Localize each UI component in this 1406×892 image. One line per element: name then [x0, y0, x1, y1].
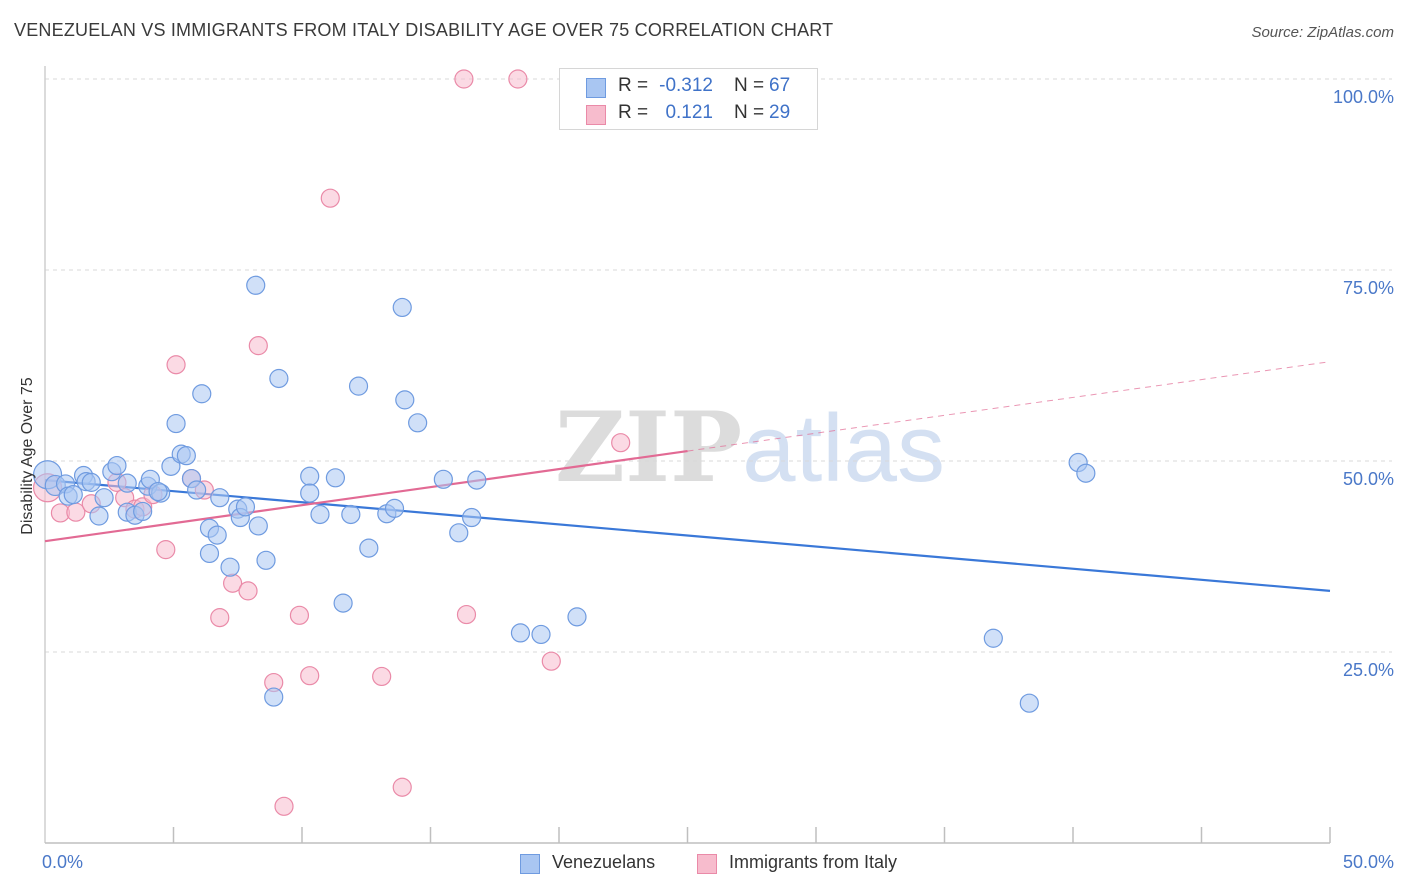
data-point	[210, 488, 230, 508]
y-axis-label: Disability Age Over 75	[19, 377, 36, 535]
data-point	[508, 69, 528, 89]
data-point	[246, 275, 266, 295]
data-point	[395, 390, 415, 410]
data-point	[248, 336, 268, 356]
n-label: N =	[734, 102, 765, 123]
data-point	[611, 433, 631, 453]
data-point	[300, 666, 320, 686]
points-italy	[32, 69, 631, 816]
points-venezuelans	[32, 275, 1096, 713]
y-tick-label: 50.0%	[1342, 469, 1394, 489]
r-value: -0.312	[659, 75, 713, 96]
watermark: ZIPatlas	[555, 400, 945, 497]
data-point	[107, 455, 127, 476]
r-label: R =	[618, 75, 649, 96]
data-point	[176, 446, 196, 466]
y-tick-label: 25.0%	[1342, 660, 1394, 680]
data-point	[325, 468, 346, 488]
watermark-atlas: atlas	[742, 395, 945, 502]
n-value: 29	[769, 102, 791, 123]
data-point	[269, 368, 289, 389]
data-point	[433, 469, 453, 489]
correlation-stats-box: R = -0.312 N = 67 R = 0.121 N = 29	[559, 68, 818, 130]
stats-row-italy: R = 0.121 N = 29	[560, 102, 817, 130]
trend-lines	[44, 361, 1331, 592]
chart-title: VENEZUELAN VS IMMIGRANTS FROM ITALY DISA…	[14, 20, 834, 40]
data-point	[156, 540, 176, 560]
data-point	[300, 483, 320, 503]
data-point	[392, 297, 412, 318]
r-value: 0.121	[665, 102, 713, 123]
data-point	[300, 466, 320, 486]
data-point	[187, 480, 207, 500]
data-point	[1019, 693, 1039, 713]
trend-line-projection	[687, 361, 1331, 452]
data-point	[199, 543, 220, 564]
data-point	[248, 516, 268, 536]
data-point	[392, 777, 412, 797]
data-point	[210, 608, 230, 628]
data-point	[341, 504, 361, 525]
data-point	[256, 550, 276, 570]
data-point	[531, 624, 551, 645]
data-point	[372, 666, 392, 687]
data-point	[63, 485, 83, 505]
trend-line	[44, 479, 1331, 592]
data-point	[456, 604, 477, 625]
data-point	[983, 628, 1003, 648]
data-point	[94, 488, 114, 508]
data-point	[264, 687, 284, 707]
data-point	[133, 501, 153, 522]
data-point	[384, 498, 405, 518]
data-point	[462, 507, 482, 528]
gridlines	[45, 78, 1392, 653]
axes	[44, 66, 1331, 844]
data-point	[148, 481, 168, 502]
data-point	[333, 593, 353, 613]
legend-label: Venezuelans	[552, 852, 656, 872]
data-point	[81, 472, 101, 492]
data-point	[1076, 463, 1096, 483]
data-point	[166, 413, 186, 434]
data-point	[359, 538, 379, 558]
data-point	[348, 376, 369, 396]
y-tick-label: 100.0%	[1332, 87, 1394, 107]
data-point	[166, 355, 186, 375]
data-point	[274, 796, 294, 816]
data-point	[89, 506, 109, 526]
data-point	[320, 188, 340, 208]
legend-label: Immigrants from Italy	[729, 852, 898, 872]
source-label: Source: ZipAtlas.com	[1251, 24, 1394, 41]
data-point	[408, 413, 428, 433]
data-point	[567, 607, 587, 627]
y-tick-label: 75.0%	[1342, 278, 1394, 298]
trend-line	[44, 449, 688, 543]
n-value: 67	[769, 75, 791, 96]
data-point	[510, 623, 531, 643]
venezuelans-swatch	[586, 78, 606, 98]
data-point	[454, 69, 474, 89]
data-point	[207, 525, 227, 545]
x-tick-label: 0.0%	[42, 852, 84, 872]
x-tick-label: 50.0%	[1342, 852, 1394, 872]
data-point	[541, 651, 561, 671]
data-point	[192, 384, 212, 404]
data-point	[449, 523, 469, 543]
data-point	[161, 456, 181, 476]
legend-swatch	[697, 854, 717, 874]
legend-swatch	[520, 854, 540, 874]
r-label: R =	[618, 102, 649, 123]
data-point	[220, 557, 240, 577]
stats-row-venezuelans: R = -0.312 N = 67	[560, 75, 817, 103]
italy-swatch	[586, 105, 606, 125]
n-label: N =	[734, 75, 765, 96]
data-point	[310, 504, 330, 525]
data-point	[289, 605, 310, 625]
data-point	[467, 470, 487, 490]
data-point	[235, 497, 256, 517]
data-point	[117, 473, 137, 493]
data-point	[238, 581, 258, 601]
